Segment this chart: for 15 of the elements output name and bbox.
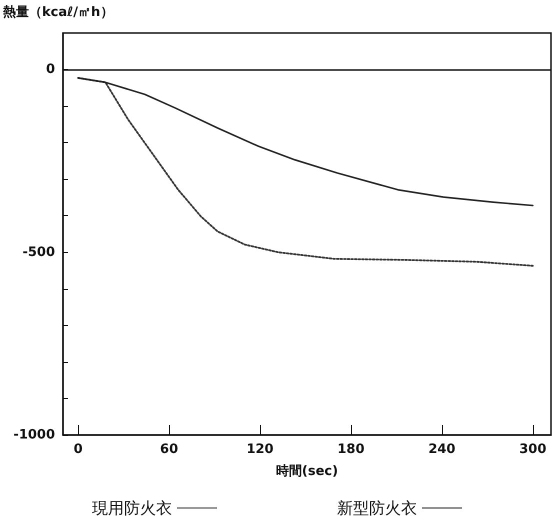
y-tick-label: 0	[46, 62, 55, 78]
y-axis-title: 熱量（kcaℓ/㎡h）	[2, 4, 114, 20]
line-series	[77, 77, 534, 267]
legend-label: 現用防火衣	[92, 498, 172, 518]
x-tick-label: 180	[337, 442, 365, 457]
x-tick-label: 0	[74, 442, 83, 457]
x-tick-label: 240	[428, 442, 456, 457]
x-tick-label: 300	[519, 442, 546, 457]
x-tick-label: 60	[160, 442, 178, 457]
legend-label: 新型防火衣	[337, 498, 417, 518]
x-tick-label: 120	[246, 442, 274, 457]
y-tick-label: -1000	[13, 428, 55, 442]
x-axis-title: 時間(sec)	[276, 464, 338, 479]
line-series	[77, 77, 534, 206]
y-tick-label: -500	[22, 244, 55, 260]
